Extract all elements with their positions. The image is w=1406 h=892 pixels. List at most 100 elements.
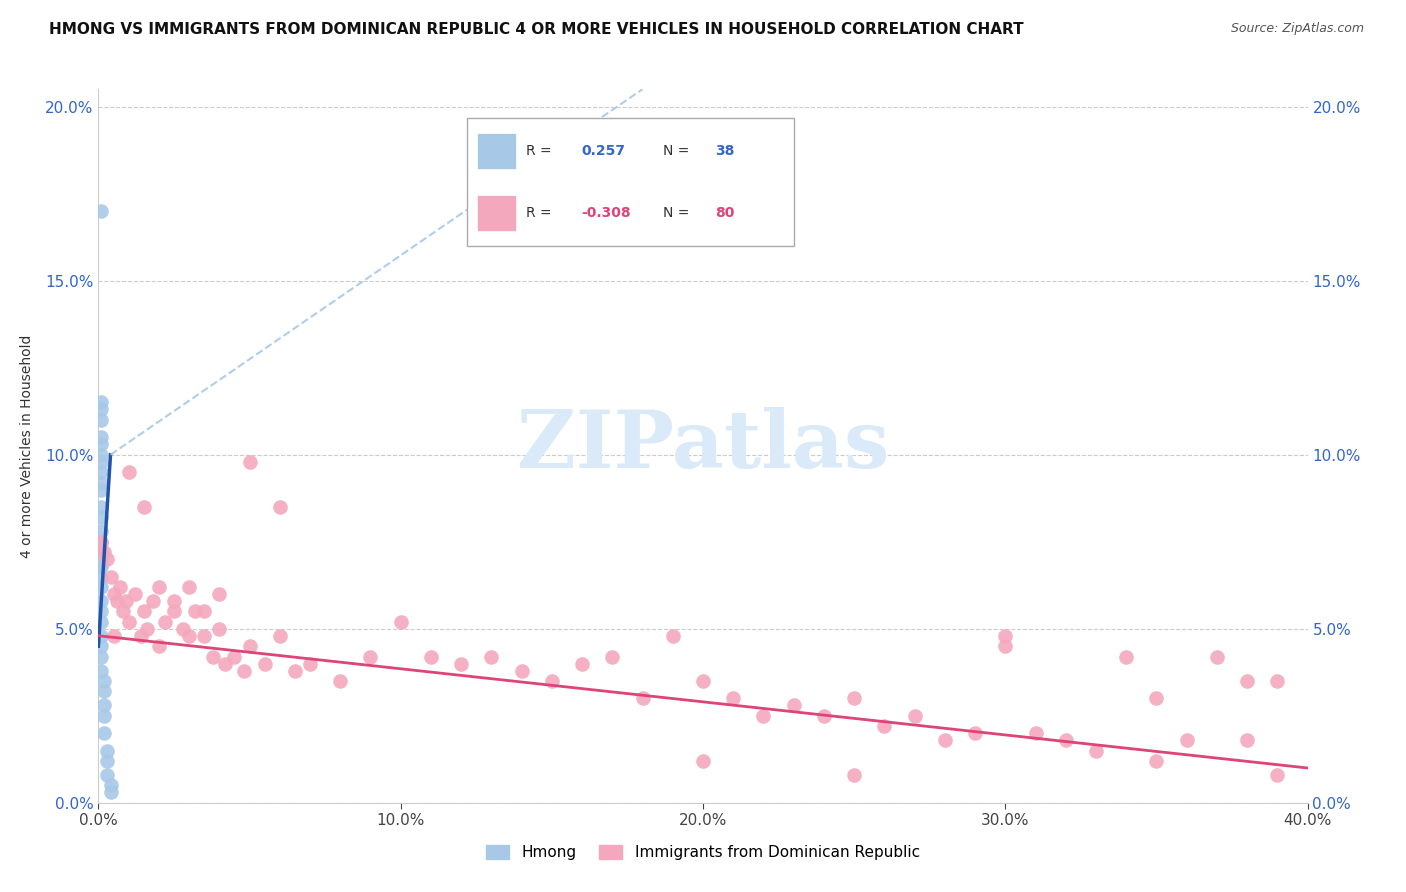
Text: ZIPatlas: ZIPatlas bbox=[517, 407, 889, 485]
Point bbox=[1085, 743, 1108, 757]
Text: HMONG VS IMMIGRANTS FROM DOMINICAN REPUBLIC 4 OR MORE VEHICLES IN HOUSEHOLD CORR: HMONG VS IMMIGRANTS FROM DOMINICAN REPUB… bbox=[49, 22, 1024, 37]
Point bbox=[1206, 649, 1229, 664]
Point bbox=[90, 639, 112, 653]
Point bbox=[142, 594, 165, 608]
Point bbox=[179, 629, 201, 643]
Point bbox=[90, 664, 112, 678]
Point bbox=[239, 455, 262, 469]
Point bbox=[232, 664, 254, 678]
Point bbox=[100, 778, 122, 792]
Point bbox=[90, 483, 112, 497]
Point bbox=[90, 465, 112, 479]
Point bbox=[602, 649, 624, 664]
Point bbox=[93, 726, 115, 740]
Point bbox=[90, 545, 112, 559]
Point bbox=[692, 673, 714, 688]
Point bbox=[965, 726, 987, 740]
Point bbox=[90, 559, 112, 574]
Point bbox=[269, 629, 291, 643]
Point bbox=[96, 754, 118, 768]
Y-axis label: 4 or more Vehicles in Household: 4 or more Vehicles in Household bbox=[20, 334, 34, 558]
Point bbox=[1115, 649, 1137, 664]
Point bbox=[193, 604, 215, 618]
Point bbox=[1267, 673, 1289, 688]
Point bbox=[153, 615, 176, 629]
Point bbox=[90, 430, 112, 444]
Point bbox=[253, 657, 276, 671]
Point bbox=[96, 743, 118, 757]
Point bbox=[813, 708, 835, 723]
Point bbox=[904, 708, 927, 723]
Point bbox=[90, 500, 112, 514]
Point bbox=[481, 649, 503, 664]
Point bbox=[179, 580, 201, 594]
Point bbox=[90, 437, 112, 451]
Point bbox=[389, 615, 412, 629]
Point bbox=[571, 657, 593, 671]
Point bbox=[90, 534, 112, 549]
Point bbox=[103, 587, 125, 601]
Point bbox=[873, 719, 896, 733]
Point bbox=[108, 580, 131, 594]
Point bbox=[90, 455, 112, 469]
Point bbox=[90, 475, 112, 490]
Point bbox=[163, 604, 186, 618]
Point bbox=[90, 594, 112, 608]
Point bbox=[269, 500, 291, 514]
Point bbox=[1054, 733, 1077, 747]
Point bbox=[100, 569, 122, 583]
Point bbox=[90, 395, 112, 409]
Point bbox=[135, 622, 157, 636]
Point bbox=[631, 691, 654, 706]
Point bbox=[1144, 754, 1167, 768]
Point bbox=[172, 622, 194, 636]
Point bbox=[93, 698, 115, 713]
Point bbox=[193, 629, 215, 643]
Point bbox=[994, 639, 1017, 653]
Point bbox=[692, 754, 714, 768]
Point bbox=[90, 534, 112, 549]
Point bbox=[934, 733, 956, 747]
Legend: Hmong, Immigrants from Dominican Republic: Hmong, Immigrants from Dominican Republi… bbox=[481, 839, 925, 866]
Point bbox=[90, 552, 112, 566]
Point bbox=[93, 545, 115, 559]
Point bbox=[184, 604, 207, 618]
Point bbox=[148, 639, 170, 653]
Point bbox=[90, 204, 112, 219]
Point bbox=[90, 629, 112, 643]
Point bbox=[100, 785, 122, 799]
Point bbox=[844, 691, 866, 706]
Point bbox=[163, 594, 186, 608]
Point bbox=[90, 448, 112, 462]
Point bbox=[90, 524, 112, 539]
Point bbox=[752, 708, 775, 723]
Point bbox=[1024, 726, 1046, 740]
Point bbox=[420, 649, 443, 664]
Point bbox=[93, 673, 115, 688]
Point bbox=[96, 552, 118, 566]
Point bbox=[114, 594, 136, 608]
Point bbox=[1175, 733, 1198, 747]
Point bbox=[93, 684, 115, 698]
Point bbox=[90, 402, 112, 417]
Point bbox=[214, 657, 236, 671]
Point bbox=[208, 587, 231, 601]
Point bbox=[103, 629, 125, 643]
Point bbox=[844, 768, 866, 782]
Point bbox=[202, 649, 225, 664]
Point bbox=[129, 629, 152, 643]
Point bbox=[93, 708, 115, 723]
Point bbox=[299, 657, 322, 671]
Point bbox=[90, 615, 112, 629]
Point bbox=[783, 698, 806, 713]
Point bbox=[111, 604, 134, 618]
Point bbox=[723, 691, 745, 706]
Point bbox=[540, 673, 562, 688]
Point bbox=[118, 465, 141, 479]
Point bbox=[1236, 733, 1258, 747]
Point bbox=[239, 639, 262, 653]
Point bbox=[1144, 691, 1167, 706]
Point bbox=[208, 622, 231, 636]
Point bbox=[1267, 768, 1289, 782]
Point bbox=[994, 629, 1017, 643]
